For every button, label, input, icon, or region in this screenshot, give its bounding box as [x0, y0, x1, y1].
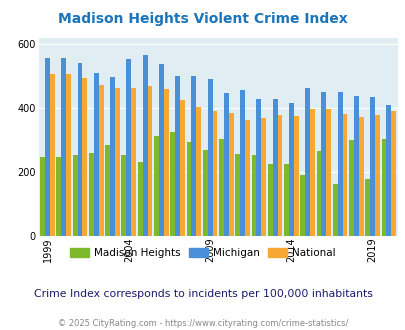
Bar	[142, 54, 147, 236]
Bar	[158, 64, 163, 236]
Bar	[77, 63, 82, 236]
Bar	[72, 154, 77, 236]
Text: © 2025 CityRating.com - https://www.cityrating.com/crime-statistics/: © 2025 CityRating.com - https://www.city…	[58, 319, 347, 328]
Bar	[390, 112, 395, 236]
Bar	[179, 100, 184, 236]
Bar	[261, 118, 266, 236]
Bar	[147, 86, 152, 236]
Bar	[98, 85, 103, 236]
Bar	[56, 157, 61, 236]
Bar	[381, 139, 386, 236]
Bar	[153, 136, 158, 236]
Bar	[353, 96, 358, 236]
Bar	[131, 88, 136, 236]
Bar	[66, 74, 71, 236]
Bar	[240, 90, 245, 236]
Bar	[358, 116, 363, 236]
Bar	[137, 162, 142, 236]
Bar	[207, 79, 212, 236]
Bar	[284, 164, 288, 236]
Bar	[245, 120, 249, 236]
Bar	[272, 99, 277, 236]
Text: Crime Index corresponds to incidents per 100,000 inhabitants: Crime Index corresponds to incidents per…	[34, 289, 371, 299]
Bar	[45, 58, 50, 236]
Legend: Madison Heights, Michigan, National: Madison Heights, Michigan, National	[66, 244, 339, 262]
Bar	[82, 78, 87, 236]
Bar	[321, 92, 326, 236]
Bar	[115, 88, 119, 236]
Bar	[337, 92, 342, 236]
Bar	[212, 112, 217, 236]
Bar	[277, 115, 282, 236]
Bar	[40, 157, 45, 236]
Bar	[170, 132, 175, 236]
Bar	[105, 145, 110, 236]
Bar	[219, 139, 224, 236]
Bar	[94, 73, 98, 236]
Bar	[267, 164, 272, 236]
Bar	[309, 109, 314, 236]
Bar	[191, 76, 196, 236]
Bar	[305, 88, 309, 236]
Bar	[163, 89, 168, 236]
Bar	[224, 93, 228, 236]
Bar	[300, 175, 305, 236]
Bar	[196, 107, 200, 236]
Bar	[369, 97, 374, 236]
Bar	[235, 153, 240, 236]
Bar	[348, 141, 353, 236]
Text: Madison Heights Violent Crime Index: Madison Heights Violent Crime Index	[58, 12, 347, 25]
Bar	[364, 179, 369, 236]
Bar	[288, 103, 293, 236]
Bar	[293, 116, 298, 236]
Bar	[202, 150, 207, 236]
Bar	[175, 76, 179, 236]
Bar	[332, 184, 337, 236]
Bar	[256, 99, 261, 236]
Bar	[326, 109, 330, 236]
Bar	[228, 113, 233, 236]
Bar	[186, 142, 191, 236]
Bar	[89, 153, 94, 236]
Bar	[61, 58, 66, 236]
Bar	[110, 77, 115, 236]
Bar	[126, 59, 131, 236]
Bar	[121, 154, 126, 236]
Bar	[386, 105, 390, 236]
Bar	[251, 154, 256, 236]
Bar	[342, 114, 347, 236]
Bar	[50, 74, 55, 236]
Bar	[374, 115, 379, 236]
Bar	[316, 151, 321, 236]
